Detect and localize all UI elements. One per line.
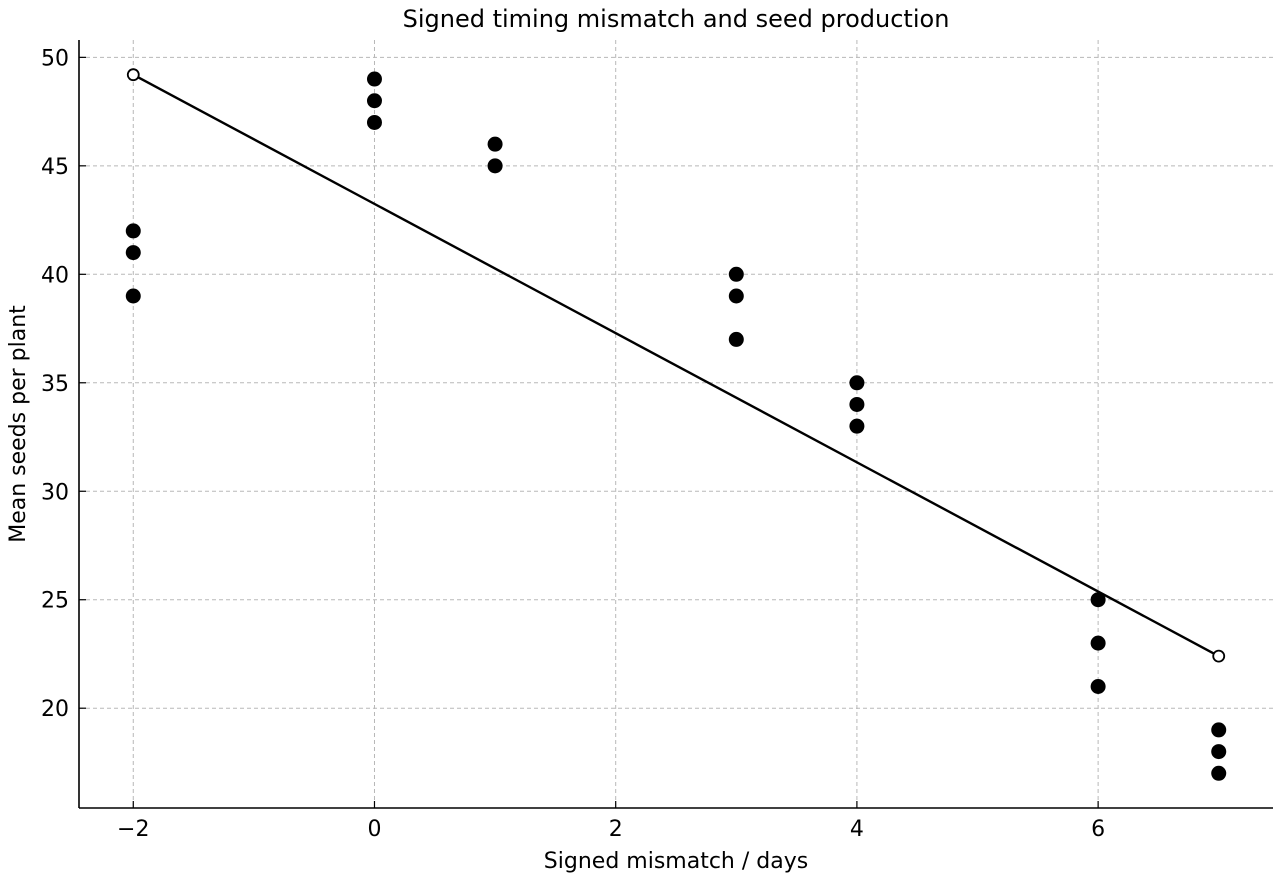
fit-line-group [126, 68, 1226, 663]
data-point [125, 288, 141, 304]
y-tick-label: 40 [41, 263, 69, 288]
y-ticks: 20 25 30 35 40 45 50 [41, 46, 86, 722]
axes [78, 40, 1273, 809]
data-point [1211, 722, 1227, 738]
data-points [125, 71, 1227, 781]
data-point [487, 158, 503, 174]
data-point [366, 93, 382, 109]
x-tick-label: 4 [850, 817, 864, 842]
data-point [728, 331, 744, 347]
y-tick-label: 25 [41, 589, 69, 614]
chart-title: Signed timing mismatch and seed producti… [403, 5, 950, 33]
fit-line [132, 73, 1220, 658]
data-point [125, 223, 141, 239]
data-point [366, 71, 382, 87]
data-point [1090, 679, 1106, 695]
y-tick-label: 45 [41, 155, 69, 180]
y-axis-label: Mean seeds per plant [6, 305, 31, 543]
data-point [849, 418, 865, 434]
data-point [1090, 592, 1106, 608]
fit-endpoint [126, 68, 140, 82]
data-point [849, 396, 865, 412]
data-point [125, 245, 141, 261]
grid-lines [79, 40, 1273, 808]
data-point [487, 136, 503, 152]
y-tick-label: 30 [41, 480, 69, 505]
data-point [728, 266, 744, 282]
x-axis-label: Signed mismatch / days [544, 849, 808, 874]
x-tick-label: 0 [367, 817, 381, 842]
x-tick-label: 2 [609, 817, 623, 842]
fit-endpoint [1212, 649, 1226, 663]
y-tick-label: 50 [41, 46, 69, 71]
x-tick-label: −2 [117, 817, 149, 842]
data-point [849, 375, 865, 391]
data-point [1211, 765, 1227, 781]
data-point [728, 288, 744, 304]
data-point [1090, 635, 1106, 651]
y-tick-label: 35 [41, 372, 69, 397]
y-tick-label: 20 [41, 697, 69, 722]
x-tick-label: 6 [1091, 817, 1105, 842]
x-ticks: −2 0 2 4 6 [117, 801, 1105, 842]
data-point [366, 114, 382, 130]
data-point [1211, 744, 1227, 760]
